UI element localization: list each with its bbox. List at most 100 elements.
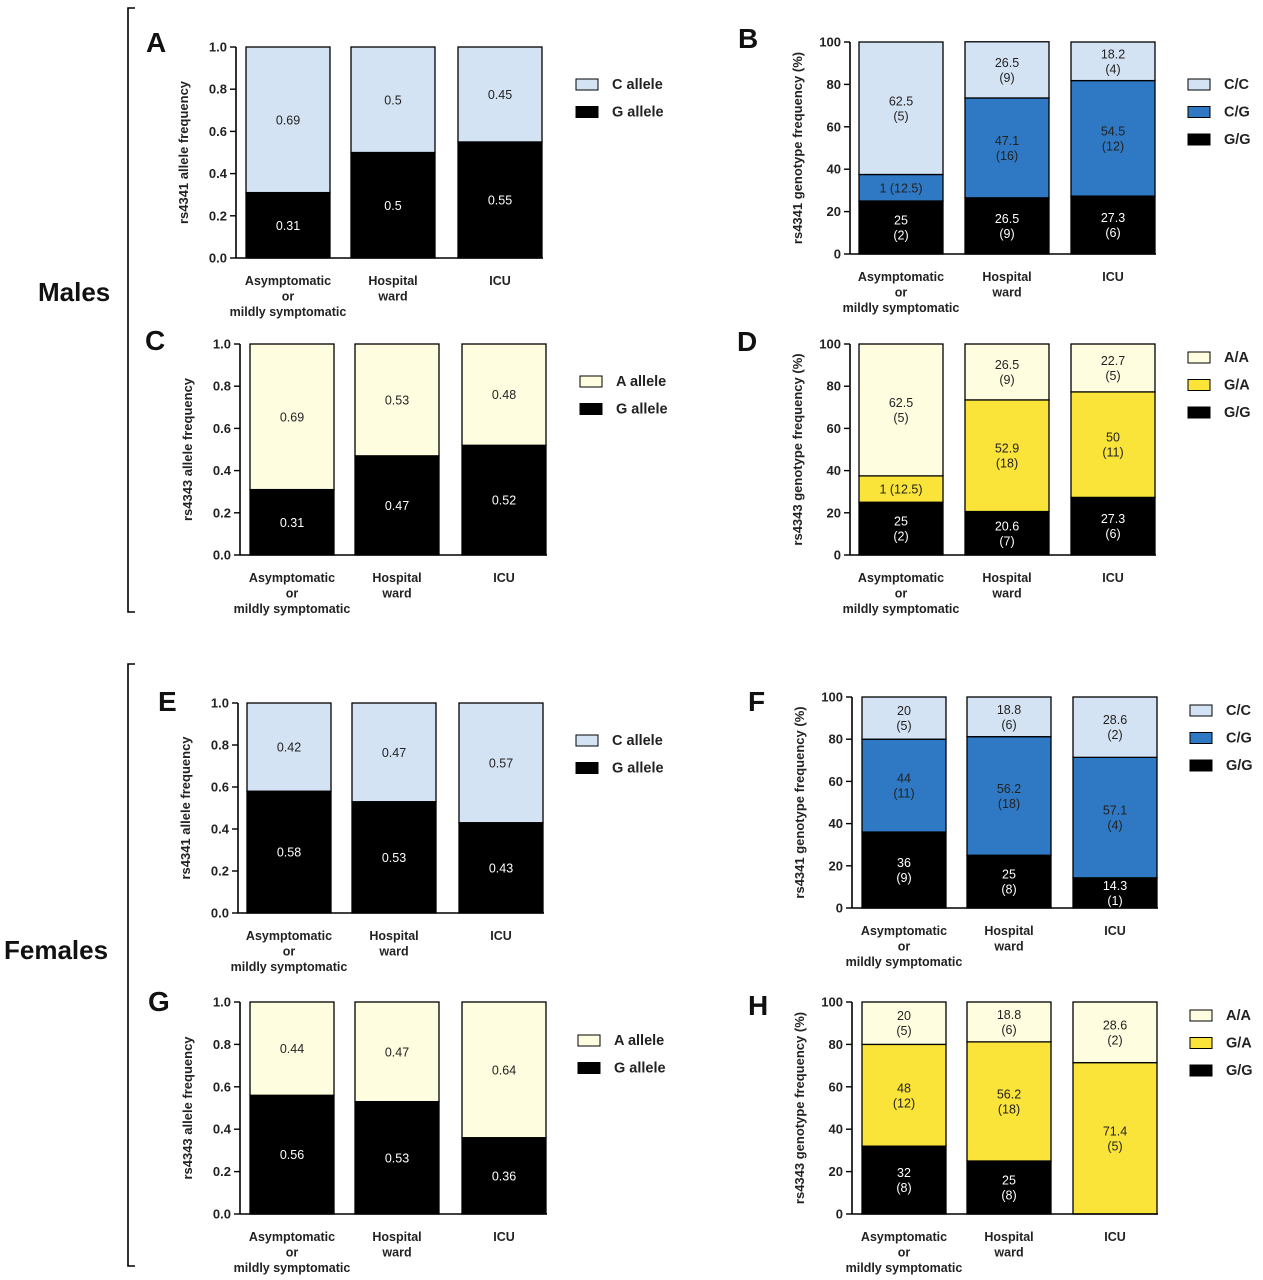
y-tick-label: 0.0 — [213, 1207, 231, 1222]
bar-segment-g-g — [858, 501, 944, 556]
data-label: 62.5 (5) — [889, 396, 913, 425]
y-tick-label: 20 — [829, 1164, 843, 1179]
y-tick-label: 0.4 — [209, 166, 228, 181]
y-tick-label: 60 — [827, 421, 841, 436]
y-tick-label: 100 — [821, 995, 843, 1010]
legend-swatch — [575, 734, 599, 747]
x-category-label: Asymptomatic or mildly symptomatic — [230, 274, 347, 319]
y-tick-label: 0.8 — [213, 379, 231, 394]
y-tick-label: 20 — [829, 858, 843, 873]
bar-segment-g-allele — [354, 1100, 440, 1215]
data-label: 0.53 — [382, 851, 406, 865]
y-tick-label: 20 — [827, 204, 841, 219]
panel-d: D 25 (2) 1 (12.5) 62.5 (5) 20.6 (7) 52.9 (18) 26.5… — [737, 326, 1251, 616]
bar-segment-c-allele — [350, 46, 436, 154]
x-category-label: ICU — [1102, 270, 1124, 284]
bar-segment-g-allele — [350, 151, 436, 259]
panel-letter: D — [737, 326, 757, 357]
data-label: 48 (12) — [893, 1081, 915, 1110]
bar-segment-g-a — [1070, 391, 1156, 499]
data-label: 20 (5) — [896, 1009, 911, 1038]
legend-swatch — [1187, 133, 1211, 146]
legend-swatch — [1187, 106, 1211, 118]
data-label: 26.5 (9) — [995, 56, 1019, 85]
legend-label: G/A — [1224, 378, 1250, 394]
legend-swatch — [579, 375, 603, 388]
data-label: 0.36 — [492, 1169, 516, 1183]
x-category-label: ICU — [1104, 924, 1126, 938]
legend-label: G allele — [616, 402, 668, 418]
x-category-label: Hospital ward — [984, 1230, 1033, 1260]
panel-a: A 0.31 0.69 0.5 0.5 0.55 0.45 0.0 0.2 0.4 0.6 0.8 1.… — [146, 27, 664, 319]
data-label: 25 (8) — [1001, 1174, 1016, 1203]
y-tick-label: 40 — [829, 1122, 843, 1137]
legend-label: C/G — [1226, 731, 1252, 747]
panel-h: H 32 (8) 48 (12) 20 (5) 25 (8) 56.2 (18) 18.8 (6) 71.… — [748, 990, 1253, 1275]
y-tick-label: 80 — [827, 77, 841, 92]
data-label: 18.8 (6) — [997, 703, 1021, 732]
data-label: 62.5 (5) — [889, 94, 913, 123]
panel-c: C 0.31 0.69 0.47 0.53 0.52 0.48 0.0 0.2 0.4 0.6 0.8… — [145, 325, 668, 616]
bar-segment-g-a — [966, 1041, 1052, 1162]
panel-letter: H — [748, 990, 768, 1021]
data-label: 1 (12.5) — [879, 181, 922, 195]
y-axis-label: rs4341 allele frequency — [176, 80, 191, 224]
x-category-label: Asymptomatic or mildly symptomatic — [846, 1230, 963, 1275]
data-label: 0.47 — [385, 1045, 409, 1059]
data-label: 18.8 (6) — [997, 1008, 1021, 1037]
legend-swatch — [1189, 732, 1213, 744]
legend-label: C allele — [612, 77, 663, 93]
x-category-label: Asymptomatic or mildly symptomatic — [234, 1230, 351, 1275]
panel-letter: G — [148, 986, 170, 1017]
data-label: 0.58 — [277, 846, 301, 860]
data-label: 0.43 — [489, 861, 513, 875]
y-tick-label: 0.8 — [209, 82, 227, 97]
x-category-label: Asymptomatic or mildly symptomatic — [843, 571, 960, 616]
y-tick-label: 80 — [829, 1037, 843, 1052]
bar-segment-c-allele — [246, 702, 332, 792]
legend-swatch — [579, 403, 603, 415]
y-tick-label: 0.0 — [211, 906, 229, 921]
y-tick-label: 0.0 — [213, 548, 231, 563]
data-label: 28.6 (2) — [1103, 1018, 1127, 1047]
bar-segment-g-allele — [461, 1137, 547, 1215]
bar-segment-a-allele — [354, 1001, 440, 1103]
x-category-label: Asymptomatic or mildly symptomatic — [843, 270, 960, 315]
bar-segment-a-a — [1072, 1001, 1158, 1064]
data-label: 0.31 — [280, 516, 304, 530]
bar-segment-c-c — [1072, 696, 1158, 758]
data-label: 0.48 — [492, 388, 516, 402]
x-category-label: Asymptomatic or mildly symptomatic — [234, 571, 351, 616]
data-label: 0.64 — [492, 1063, 516, 1077]
bar-segment-g-allele — [249, 488, 335, 556]
data-label: 0.5 — [384, 199, 401, 213]
bar-segment-g-allele — [249, 1094, 335, 1215]
bar-segment-g-allele — [246, 790, 332, 914]
y-tick-label: 1.0 — [213, 995, 231, 1010]
y-tick-label: 0.2 — [213, 505, 231, 520]
bar-segment-a-allele — [249, 1001, 335, 1096]
y-tick-label: 0 — [834, 548, 841, 563]
y-tick-label: 60 — [829, 1079, 843, 1094]
bar-segment-g-g — [861, 831, 947, 909]
y-axis-label: rs4341 genotype frequency (%) — [790, 52, 805, 244]
panel-letter: A — [146, 27, 166, 58]
y-tick-label: 0.2 — [209, 208, 227, 223]
males-bracket — [127, 7, 135, 613]
legend-swatch — [577, 1062, 601, 1074]
data-label: 36 (9) — [896, 856, 911, 885]
y-tick-label: 0.6 — [211, 780, 229, 795]
y-tick-label: 0.2 — [211, 864, 229, 879]
data-label: 25 (2) — [893, 214, 908, 243]
legend: C allele G allele — [575, 733, 664, 777]
data-label: 27.3 (6) — [1101, 211, 1125, 240]
bar-segment-c-allele — [458, 702, 544, 824]
x-category-label: ICU — [1102, 571, 1124, 585]
y-tick-label: 100 — [821, 690, 843, 705]
data-label: 0.47 — [385, 499, 409, 513]
data-label: 22.7 (5) — [1101, 354, 1125, 383]
legend-label: A allele — [614, 1033, 664, 1049]
data-label: 28.6 (2) — [1103, 713, 1127, 742]
legend-label: G allele — [612, 105, 664, 121]
panel-b: B 25 (2) 1 (12.5) 62.5 (5) 26.5 (9) 47.1 (16) 26.5… — [738, 23, 1251, 315]
